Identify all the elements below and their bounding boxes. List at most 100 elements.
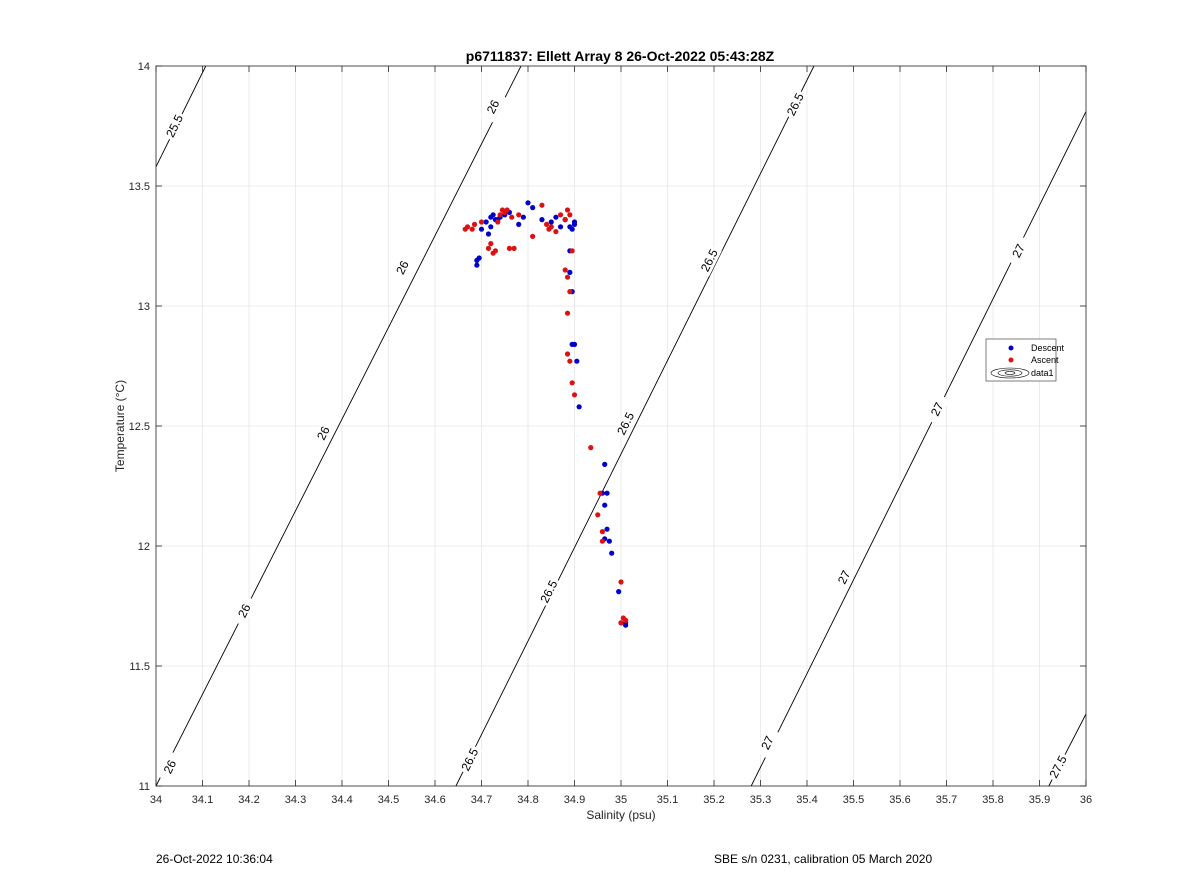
legend-ascent-marker <box>1008 357 1014 363</box>
contour-label-bg <box>831 561 857 593</box>
x-tick-label: 34.4 <box>331 794 352 806</box>
contour-label-bg <box>924 393 950 425</box>
contour-label-bg <box>162 110 188 142</box>
y-tick-label: 11 <box>139 781 150 793</box>
point-descent <box>602 461 608 467</box>
x-tick-label: 34.9 <box>564 794 585 806</box>
point-ascent <box>588 445 594 451</box>
x-tick-label: 34.3 <box>285 794 306 806</box>
point-ascent <box>567 212 573 218</box>
point-ascent <box>504 207 510 213</box>
legend-data1-label: data1 <box>1031 368 1054 378</box>
point-descent <box>571 221 578 227</box>
point-ascent <box>548 224 554 230</box>
point-descent <box>490 212 496 218</box>
legend-data1-contour-icon <box>990 367 1030 379</box>
x-axis-ticks: 34 34.1 34.2 34.3 34.4 34.5 34.6 34.7 34.8 34.9 35… <box>150 66 1092 806</box>
footer-timestamp: 26-Oct-2022 10:36:04 <box>156 852 273 866</box>
point-ascent <box>530 233 536 239</box>
point-ascent <box>569 248 575 254</box>
point-ascent <box>488 241 494 247</box>
contour-label: 26 <box>161 757 180 776</box>
y-axis-ticks: 11 11.5 12 12.5 13 13.5 14 <box>129 61 1086 793</box>
point-descent <box>553 214 559 220</box>
point-ascent <box>599 529 606 535</box>
point-descent <box>557 224 564 230</box>
contour-label: 27 <box>1009 241 1028 259</box>
x-tick-label: 35.3 <box>750 794 771 806</box>
point-ascent <box>516 212 522 218</box>
point-ascent <box>599 538 606 544</box>
contour-label-bg <box>1045 751 1071 783</box>
point-descent <box>483 219 489 225</box>
x-tick-label: 34.8 <box>517 794 538 806</box>
point-ascent <box>564 207 571 213</box>
contour-label-bg <box>389 251 416 284</box>
chart-title: p6711837: Ellett Array 8 26-Oct-2022 05:… <box>466 48 775 64</box>
contour-label-bg <box>457 743 483 776</box>
footer-sensor-info: SBE s/n 0231, calibration 05 March 2020 <box>714 852 933 866</box>
point-descent <box>567 269 573 275</box>
point-descent <box>516 221 522 227</box>
point-descent <box>539 217 545 223</box>
point-descent <box>574 358 580 364</box>
density-contour-27 <box>750 111 1087 787</box>
point-ascent <box>557 212 564 218</box>
contour-label-bg <box>231 595 257 627</box>
contour-label: 27 <box>758 733 777 751</box>
point-descent <box>609 550 615 556</box>
x-tick-label: 35.8 <box>982 794 1003 806</box>
point-ascent <box>564 351 571 357</box>
legend-descent-marker <box>1008 345 1014 351</box>
x-tick-label: 34.7 <box>471 794 492 806</box>
x-tick-label: 35.1 <box>657 794 678 806</box>
contour-label: 26 <box>314 424 333 443</box>
point-descent <box>576 404 582 410</box>
density-contour-26.5 <box>455 65 815 787</box>
x-tick-label: 34.5 <box>378 794 399 806</box>
density-contour-26 <box>155 65 522 787</box>
point-ascent <box>471 221 478 227</box>
point-ascent <box>618 620 624 626</box>
point-ascent <box>595 512 601 518</box>
point-descent <box>616 589 622 595</box>
point-ascent <box>544 221 550 227</box>
point-ascent <box>539 202 545 208</box>
x-tick-label: 34.6 <box>424 794 445 806</box>
legend-descent-label: Descent <box>1031 343 1065 353</box>
contour-label-bg <box>1006 235 1032 267</box>
contour-label-bg <box>310 417 336 449</box>
point-ascent <box>506 245 512 251</box>
point-descent <box>476 255 482 261</box>
point-ascent <box>497 212 503 218</box>
point-ascent <box>571 392 578 398</box>
contour-label-bg <box>782 88 808 121</box>
point-ascent <box>562 217 568 223</box>
y-tick-label: 12 <box>138 541 150 553</box>
point-ascent <box>553 229 559 235</box>
y-axis-label: Temperature (°C) <box>113 380 127 472</box>
x-tick-label: 35.7 <box>936 794 957 806</box>
point-ascent <box>464 224 471 230</box>
contour-label-bg <box>613 407 639 440</box>
legend-ascent-label: Ascent <box>1031 355 1059 365</box>
point-ascent <box>569 380 575 386</box>
contour-label-bg <box>536 575 562 608</box>
contour-label-bg <box>157 751 183 783</box>
point-ascent <box>492 248 499 254</box>
point-ascent <box>567 358 573 364</box>
point-ascent <box>597 490 603 496</box>
contour-label-bg <box>754 727 780 759</box>
y-tick-label: 11.5 <box>129 661 150 673</box>
point-ascent <box>564 274 571 280</box>
point-ascent <box>495 219 501 225</box>
y-tick-label: 13.5 <box>129 181 150 193</box>
x-tick-label: 34 <box>150 794 162 806</box>
point-ascent <box>564 310 571 316</box>
contour-label: 26 <box>235 601 254 620</box>
x-tick-label: 35.5 <box>843 794 864 806</box>
point-descent <box>488 224 494 230</box>
point-ascent <box>567 289 573 295</box>
point-descent <box>571 341 578 347</box>
